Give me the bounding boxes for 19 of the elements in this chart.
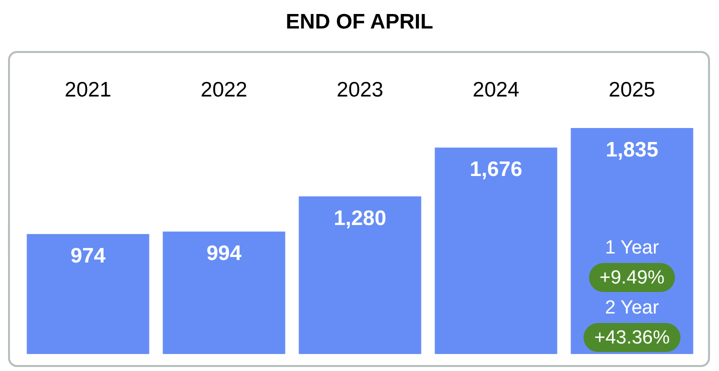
annotation: +43.36% [594,328,670,348]
data-label: 994 [206,242,242,266]
data-label: 974 [70,244,106,268]
x-tick-label: 2021 [64,78,112,102]
bar [298,196,422,354]
annotation: 2 Year [605,298,660,318]
bar [162,232,286,354]
chart-title: END OF APRIL [286,10,434,34]
x-tick-label: 2024 [472,78,520,102]
x-tick-label: 2022 [200,78,248,102]
x-tick-label: 2025 [608,78,656,102]
data-label: 1,835 [606,138,659,162]
data-label: 1,280 [334,206,386,230]
annotation: 1 Year [605,238,660,258]
bar [434,148,558,354]
data-label: 1,676 [470,158,522,182]
x-tick-label: 2023 [336,78,384,102]
bar [26,234,150,354]
annotation: +9.49% [600,268,665,288]
